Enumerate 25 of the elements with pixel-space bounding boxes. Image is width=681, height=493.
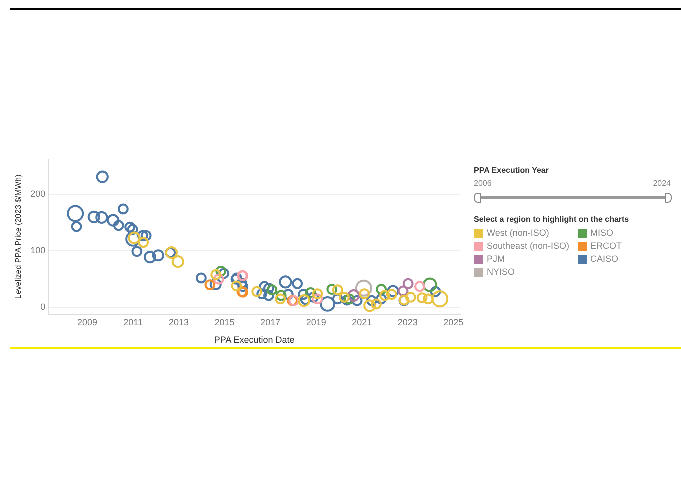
legend-label: MISO — [590, 228, 614, 238]
legend-title: Select a region to highlight on the charts — [474, 215, 630, 224]
x-tick-label: 2011 — [124, 317, 143, 328]
legend-label: West (non-ISO) — [487, 228, 550, 238]
y-tick-label: 100 — [30, 246, 46, 256]
x-tick-label: 2009 — [78, 317, 98, 328]
y-axis-title: Levelized PPA Price (2023 $/MWh) — [14, 174, 24, 300]
y-tick-label: 200 — [30, 189, 46, 200]
x-tick-label: 2013 — [169, 317, 190, 328]
y-tick-label: 0 — [40, 302, 46, 312]
text: 2006 — [474, 179, 492, 188]
x-tick-label: 2023 — [398, 317, 418, 328]
x-tick-label: 2015 — [214, 317, 235, 328]
legend-label: CAISO — [590, 254, 619, 264]
text: 2024 — [653, 179, 671, 188]
x-tick-label: 2021 — [352, 317, 372, 328]
text: PPA Execution Year — [474, 166, 550, 175]
legend-label: PJM — [487, 254, 505, 264]
legend-label: NYISO — [487, 267, 516, 277]
x-tick-label: 2019 — [306, 317, 326, 328]
x-tick-label: 2025 — [444, 317, 464, 328]
x-axis-title: PPA Execution Date — [214, 335, 295, 346]
x-tick-label: 2017 — [260, 317, 281, 328]
legend-label: ERCOT — [590, 241, 622, 251]
legend-label: Southeast (non-ISO) — [487, 241, 570, 251]
